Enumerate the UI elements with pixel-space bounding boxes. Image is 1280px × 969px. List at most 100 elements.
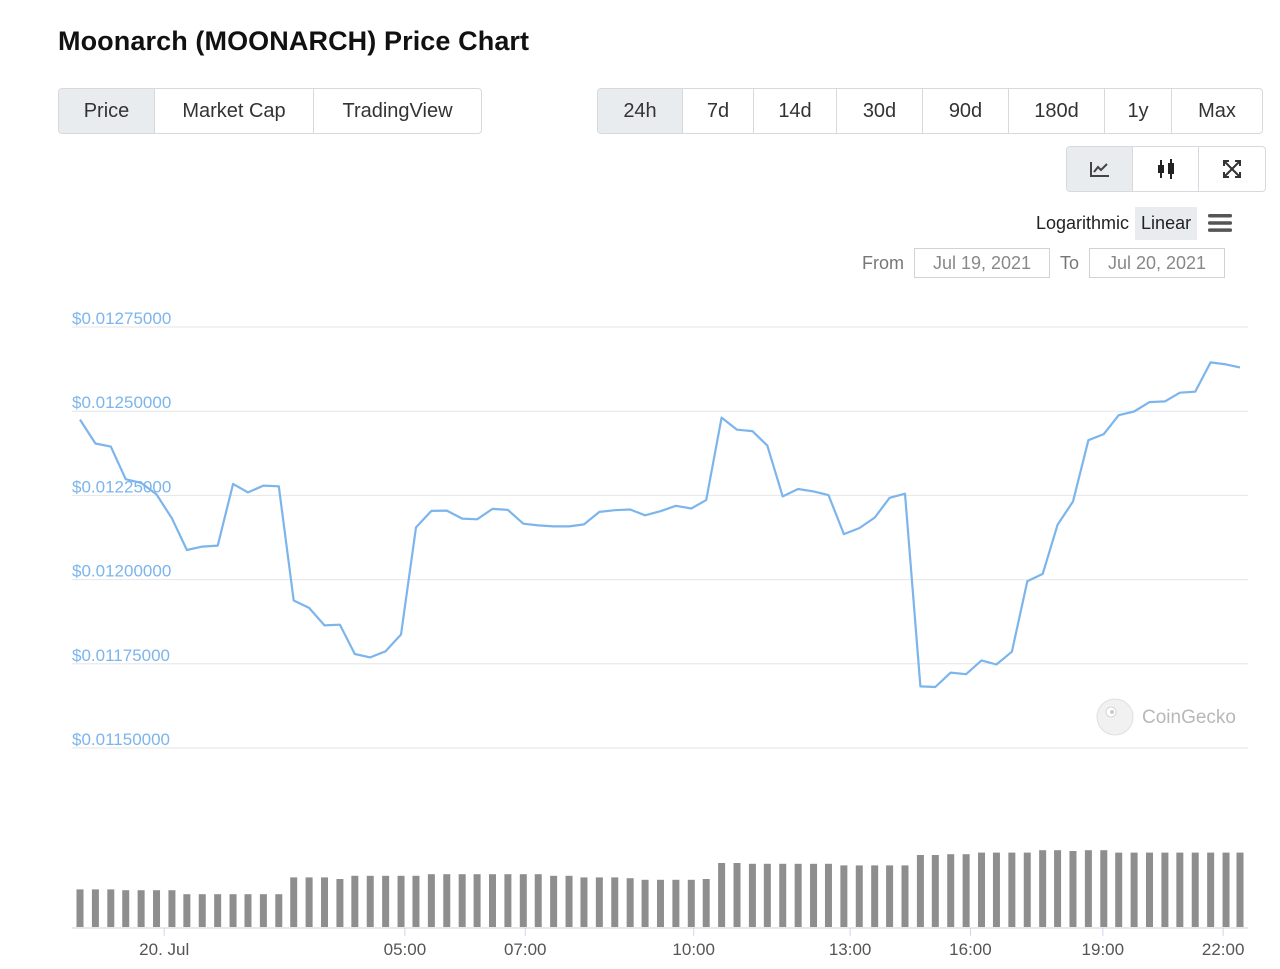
volume-bar bbox=[901, 865, 909, 927]
from-label: From bbox=[862, 252, 904, 273]
volume-bar bbox=[1023, 852, 1031, 927]
scale-toggle: Logarithmic Linear bbox=[1030, 206, 1233, 240]
x-tick-label: 13:00 bbox=[829, 940, 872, 959]
volume-bar bbox=[458, 874, 466, 927]
volume-bar bbox=[122, 890, 130, 927]
range-1y-button[interactable]: 1y bbox=[1105, 89, 1172, 133]
volume-bar bbox=[107, 889, 115, 927]
volume-bar bbox=[656, 879, 664, 927]
volume-bar bbox=[1054, 850, 1062, 927]
x-tick-label: 20. Jul bbox=[139, 940, 189, 959]
range-90d-button[interactable]: 90d bbox=[923, 89, 1009, 133]
range-30d-button[interactable]: 30d bbox=[837, 89, 923, 133]
volume-bar bbox=[366, 875, 374, 927]
volume-bar bbox=[580, 877, 588, 927]
volume-bar bbox=[1084, 850, 1092, 927]
x-tick-label: 05:00 bbox=[384, 940, 427, 959]
date-range: From To bbox=[862, 248, 1235, 278]
candlestick-button[interactable] bbox=[1133, 147, 1199, 191]
volume-bar bbox=[810, 863, 818, 927]
chart-type-buttons bbox=[1066, 146, 1266, 192]
volume-bar bbox=[1222, 852, 1230, 927]
volume-bar bbox=[351, 875, 359, 927]
volume-bar bbox=[1130, 852, 1138, 927]
fullscreen-button[interactable] bbox=[1199, 147, 1265, 191]
range-7d-button[interactable]: 7d bbox=[683, 89, 754, 133]
volume-bar bbox=[336, 879, 344, 927]
range-14d-button[interactable]: 14d bbox=[754, 89, 837, 133]
volume-bar bbox=[290, 877, 298, 927]
volume-bar bbox=[871, 865, 879, 927]
x-tick-label: 16:00 bbox=[949, 940, 992, 959]
volume-bar bbox=[1236, 852, 1244, 927]
y-tick-label: $0.01150000 bbox=[72, 730, 170, 749]
x-tick-label: 07:00 bbox=[504, 940, 547, 959]
volume-bar bbox=[244, 894, 252, 927]
to-date-input[interactable] bbox=[1089, 248, 1226, 278]
volume-bar bbox=[427, 874, 435, 927]
tab-price[interactable]: Price bbox=[59, 89, 155, 133]
volume-bar bbox=[198, 894, 206, 927]
logarithmic-option[interactable]: Logarithmic bbox=[1036, 212, 1130, 233]
volume-bar bbox=[916, 855, 924, 927]
volume-bar bbox=[565, 875, 573, 927]
volume-bar bbox=[382, 875, 390, 927]
volume-bar bbox=[611, 877, 619, 927]
tab-tradingview[interactable]: TradingView bbox=[342, 99, 453, 122]
volume-bar bbox=[473, 874, 481, 927]
page-title: Moonarch (MOONARCH) Price Chart bbox=[58, 26, 530, 56]
volume-bar bbox=[443, 874, 451, 927]
linear-option[interactable]: Linear bbox=[1135, 206, 1198, 240]
x-tick-label: 22:00 bbox=[1202, 940, 1245, 959]
volume-bar bbox=[488, 874, 496, 927]
x-tick-label: 19:00 bbox=[1082, 940, 1125, 959]
volume-bar bbox=[1115, 852, 1123, 927]
to-label: To bbox=[1060, 252, 1080, 273]
range-max-button[interactable]: Max bbox=[1198, 99, 1236, 122]
volume-bar bbox=[626, 878, 634, 927]
volume-bar bbox=[931, 855, 939, 927]
volume-bar bbox=[550, 875, 558, 927]
candlestick-icon bbox=[1157, 159, 1174, 179]
from-date-input[interactable] bbox=[914, 248, 1050, 278]
volume-bar bbox=[397, 875, 405, 927]
volume-bar bbox=[229, 894, 237, 927]
volume-bar bbox=[855, 865, 863, 927]
volume-bar bbox=[962, 854, 970, 927]
watermark-text: CoinGecko bbox=[1142, 707, 1236, 728]
volume-bar bbox=[321, 877, 329, 927]
x-tick-label: 10:00 bbox=[672, 940, 715, 959]
price-line bbox=[79, 361, 1241, 689]
volume-bar bbox=[978, 852, 986, 927]
coingecko-logo-icon bbox=[1096, 698, 1134, 736]
range-24h-button[interactable]: 24h bbox=[598, 89, 683, 133]
volume-bar bbox=[137, 890, 145, 927]
volume-bar bbox=[1039, 850, 1047, 927]
hamburger-menu-icon[interactable] bbox=[1207, 213, 1233, 233]
volume-bar bbox=[687, 879, 695, 927]
time-range-tabs: 24h 7d 14d 30d 90d 180d 1y Max bbox=[597, 88, 1263, 134]
volume-bar bbox=[748, 863, 756, 927]
volume-bar bbox=[595, 877, 603, 927]
line-chart-button[interactable] bbox=[1067, 147, 1133, 191]
volume-bar bbox=[76, 889, 84, 927]
volume-bar bbox=[305, 877, 313, 927]
volume-bar bbox=[259, 894, 267, 927]
volume-bar bbox=[153, 890, 161, 927]
volume-bar bbox=[947, 854, 955, 927]
tab-market-cap[interactable]: Market Cap bbox=[155, 89, 314, 133]
volume-bar bbox=[504, 874, 512, 927]
volume-bar bbox=[1191, 852, 1199, 927]
range-180d-button[interactable]: 180d bbox=[1009, 89, 1105, 133]
volume-bar bbox=[794, 863, 802, 927]
volume-bar bbox=[641, 879, 649, 927]
volume-bar bbox=[1008, 852, 1016, 927]
coingecko-watermark: CoinGecko bbox=[1096, 698, 1236, 736]
volume-bar bbox=[763, 863, 771, 927]
volume-bar bbox=[91, 889, 99, 927]
volume-bar bbox=[718, 863, 726, 927]
volume-bar bbox=[1207, 852, 1215, 927]
volume-bar bbox=[824, 863, 832, 927]
fullscreen-icon bbox=[1223, 160, 1241, 178]
